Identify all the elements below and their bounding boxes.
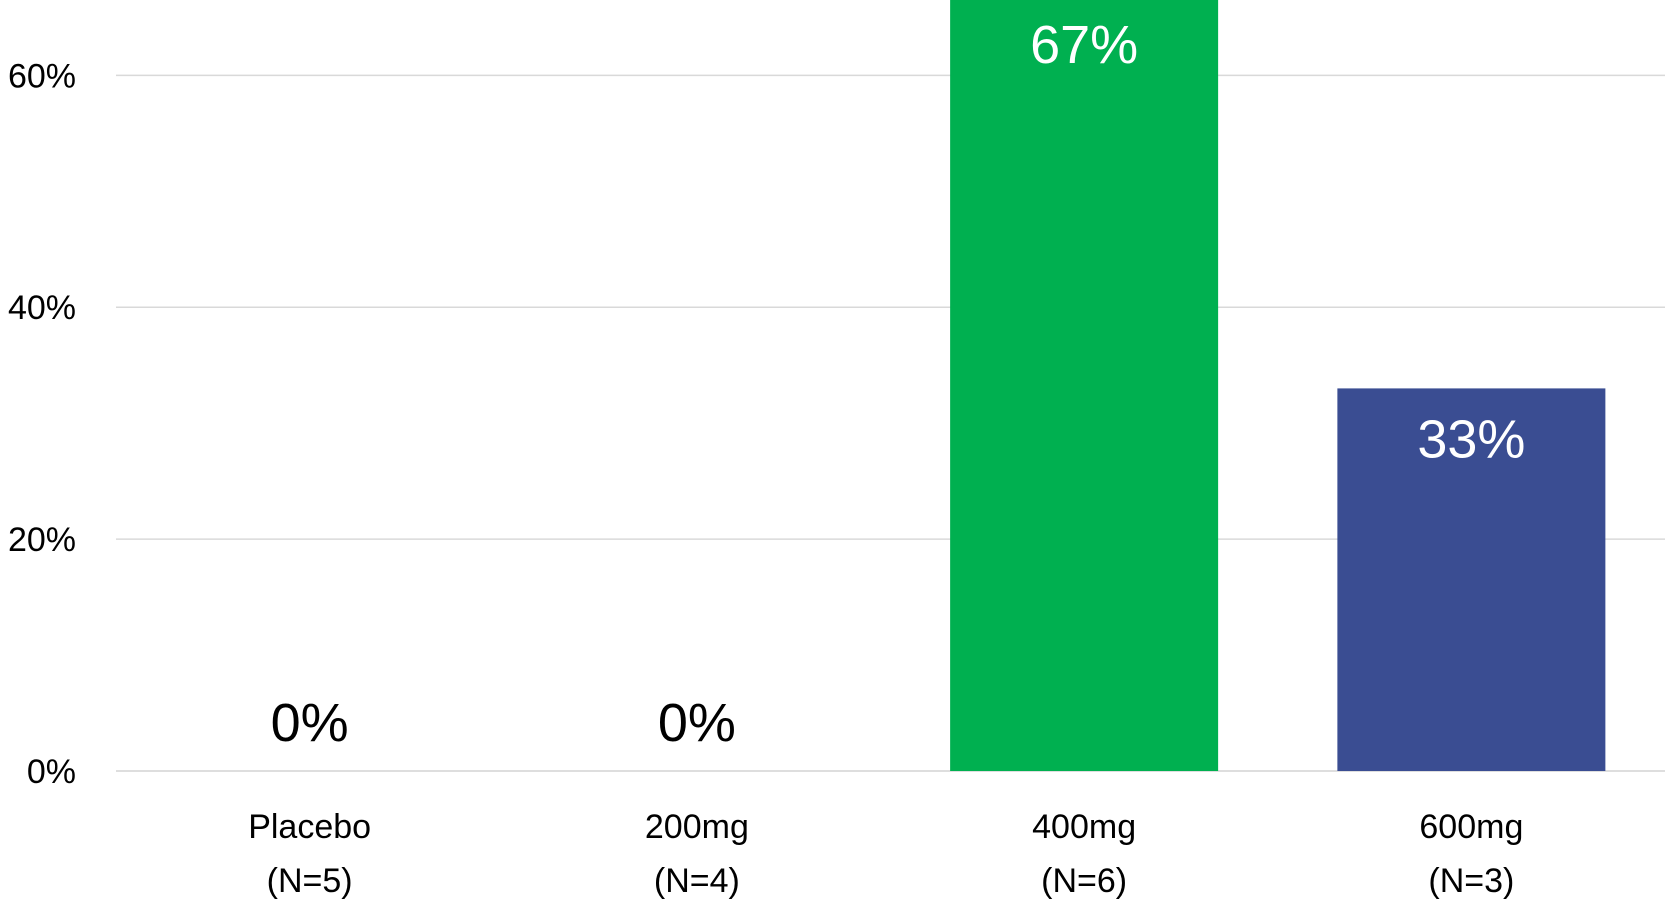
bar (950, 0, 1219, 772)
x-tick-label: 600mg (1419, 808, 1523, 846)
x-tick-label: (N=3) (1428, 862, 1514, 899)
x-tick-label: (N=4) (654, 862, 740, 899)
y-tick-label: 20% (8, 521, 76, 559)
data-labels: 0% 0% 67% 33% (271, 15, 1526, 753)
x-tick-label: 400mg (1032, 808, 1136, 846)
x-tick-label: (N=6) (1041, 862, 1127, 899)
data-label: 67% (1030, 15, 1138, 75)
bar (1337, 388, 1606, 771)
x-axis-ticks: Placebo (N=5) 200mg (N=4) 400mg (N=6) 600mg (N=… (248, 808, 1523, 900)
x-tick-label: Placebo (248, 808, 371, 846)
y-tick-label: 40% (8, 289, 76, 327)
data-label: 33% (1417, 409, 1525, 469)
data-label: 0% (658, 693, 736, 753)
y-tick-label: 60% (8, 57, 76, 95)
bars (950, 0, 1606, 772)
data-label: 0% (271, 693, 349, 753)
y-axis-ticks: 0% 20% 40% 60% (8, 57, 76, 791)
x-tick-label: (N=5) (267, 862, 353, 899)
x-tick-label: 200mg (645, 808, 749, 846)
y-tick-label: 0% (27, 753, 76, 791)
